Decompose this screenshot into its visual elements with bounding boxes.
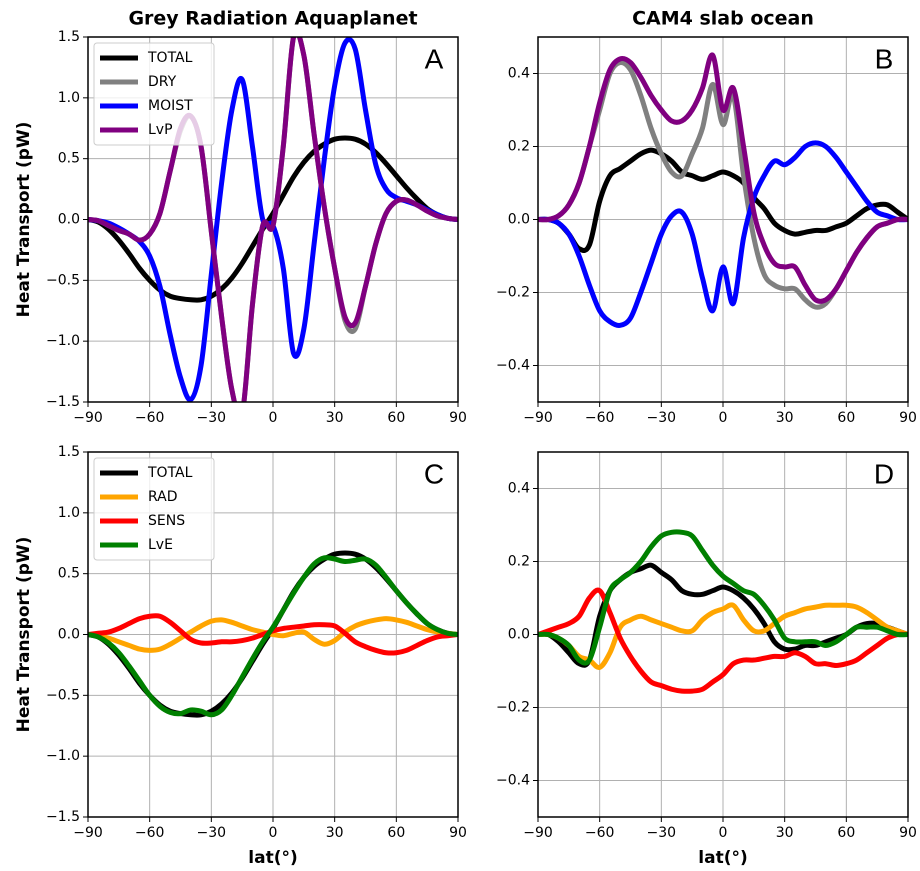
y-tick-label: 1.0: [58, 505, 80, 521]
legend: TOTAL DRY MOIST LvP: [93, 42, 215, 146]
x-tick-label: −60: [135, 410, 165, 426]
legend-label: LvE: [148, 537, 173, 553]
y-tick-label: 0.0: [508, 212, 530, 228]
x-tick-label: −90: [523, 410, 553, 426]
panel: −90 −60 −30 0 30 60 90 −0.4 −0.2 0.0 0.2 0.4 CAM4 sl…: [496, 8, 917, 427]
chart-title: Grey Radiation Aquaplanet: [128, 8, 417, 30]
y-tick-label: 0.0: [508, 627, 530, 643]
series-line: [538, 147, 908, 254]
x-tick-label: 30: [326, 410, 344, 426]
x-tick-label: −60: [585, 825, 615, 841]
legend-label: LvP: [148, 122, 173, 138]
x-tick-label: −30: [197, 825, 227, 841]
legend-label: DRY: [148, 74, 177, 90]
x-tick-label: −60: [135, 825, 165, 841]
y-tick-label: −1.0: [46, 748, 80, 764]
series-line: [538, 140, 908, 328]
y-tick-label: −1.5: [46, 394, 80, 410]
y-tick-label: −0.5: [46, 272, 80, 288]
x-tick-label: −90: [73, 825, 103, 841]
legend-label: TOTAL: [147, 465, 193, 481]
legend-label: MOIST: [148, 98, 193, 114]
x-tick-label: −30: [647, 825, 677, 841]
axes-frame: [87, 451, 459, 818]
legend: TOTAL RAD SENS LvE: [93, 457, 215, 561]
x-tick-label: −90: [73, 410, 103, 426]
lines: [538, 529, 908, 694]
legend-frame: [93, 457, 215, 561]
x-tick-label: 60: [387, 410, 405, 426]
legend-label: RAD: [148, 489, 178, 505]
y-tick-label: 1.5: [58, 444, 80, 460]
y-tick-label: 0.4: [508, 481, 530, 497]
series-line: [538, 529, 908, 666]
y-tick-label: −1.5: [46, 809, 80, 825]
panel: −90 −60 −30 0 30 60 90 −0.4 −0.2 0.0 0.2 0.4 lat(°) D: [496, 451, 917, 868]
series-line: [88, 616, 458, 653]
y-tick-label: 1.0: [58, 90, 80, 106]
series-line: [88, 555, 458, 718]
panel: −90 −60 −30 0 30 60 90 −1.5 −1.0 −0.5 0.0 0.5 1.0 1.5…: [14, 444, 467, 868]
x-tick-label: −30: [647, 410, 677, 426]
panel-letter: A: [425, 43, 444, 74]
axes-frame: [537, 36, 909, 403]
x-tick-label: 0: [269, 410, 278, 426]
x-tick-label: 30: [776, 410, 794, 426]
x-tick-label: 90: [899, 825, 917, 841]
x-tick-label: 90: [899, 410, 917, 426]
x-tick-label: 0: [719, 410, 728, 426]
y-tick-label: 0.0: [58, 212, 80, 228]
x-tick-label: 0: [719, 825, 728, 841]
lines: [88, 37, 458, 402]
x-tick-label: −90: [523, 825, 553, 841]
y-axis-label: Heat Transport (pW): [14, 537, 34, 733]
series-line: [538, 587, 908, 694]
x-tick-label: 60: [837, 825, 855, 841]
series-line: [538, 52, 908, 304]
series-line: [538, 602, 908, 670]
axes-frame: [537, 451, 909, 818]
x-tick-label: 0: [269, 825, 278, 841]
y-tick-label: 0.4: [508, 66, 530, 82]
panel-letter: D: [874, 458, 894, 489]
x-tick-label: 30: [776, 825, 794, 841]
panel-letter: C: [424, 458, 444, 489]
y-axis-label: Heat Transport (pW): [14, 122, 34, 318]
lines: [538, 52, 908, 328]
y-tick-label: 0.5: [58, 566, 80, 582]
x-tick-label: 60: [837, 410, 855, 426]
panel-letter: B: [875, 43, 894, 74]
y-tick-label: 0.0: [58, 627, 80, 643]
x-tick-label: 90: [449, 825, 467, 841]
y-tick-label: −1.0: [46, 333, 80, 349]
chart-title: CAM4 slab ocean: [632, 8, 814, 30]
series-line: [88, 37, 458, 402]
y-tick-label: 1.5: [58, 29, 80, 45]
y-tick-label: 0.5: [58, 151, 80, 167]
legend-frame: [93, 42, 215, 146]
y-tick-label: 0.2: [508, 139, 530, 155]
y-tick-label: −0.2: [496, 285, 530, 301]
x-tick-label: 30: [326, 825, 344, 841]
y-tick-label: −0.4: [496, 773, 530, 789]
x-tick-label: 90: [449, 410, 467, 426]
x-tick-label: 60: [387, 825, 405, 841]
legend-label: SENS: [148, 513, 185, 529]
y-tick-label: 0.2: [508, 554, 530, 570]
y-tick-label: −0.2: [496, 700, 530, 716]
y-tick-label: −0.4: [496, 358, 530, 374]
axes-frame: [87, 36, 459, 403]
x-tick-label: −60: [585, 410, 615, 426]
panel: −90 −60 −30 0 30 60 90 −1.5 −1.0 −0.5 0.0 0.5 1.0 1.5…: [14, 8, 467, 427]
x-axis-label: lat(°): [698, 848, 747, 868]
legend-label: TOTAL: [147, 50, 193, 66]
y-tick-label: −0.5: [46, 687, 80, 703]
x-tick-label: −30: [197, 410, 227, 426]
lines: [88, 550, 458, 718]
x-axis-label: lat(°): [248, 848, 297, 868]
